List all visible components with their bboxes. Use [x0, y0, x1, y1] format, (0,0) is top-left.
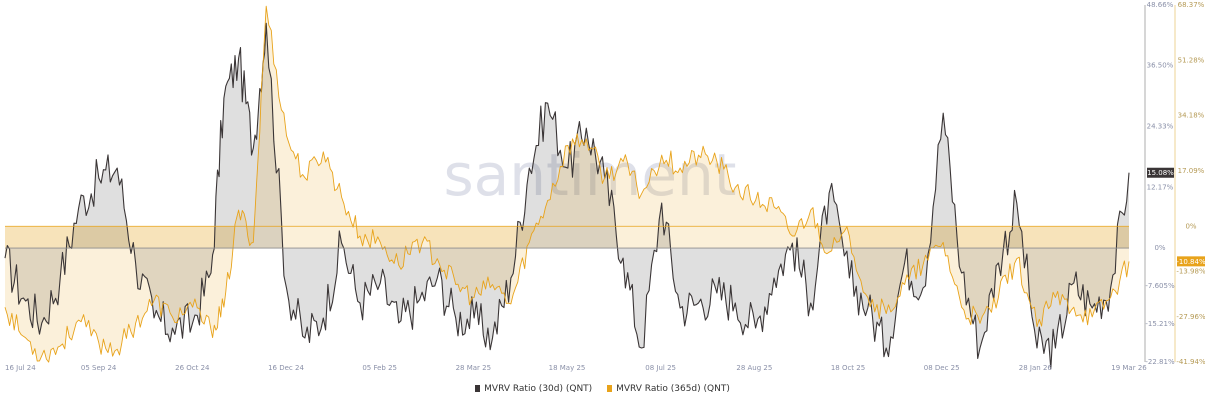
right-axis-tick-label: 17.09% — [1178, 167, 1205, 175]
x-tick-label: 16 Jul 24 — [5, 364, 36, 372]
x-tick-label: 28 Jan 26 — [1019, 364, 1053, 372]
legend-swatch-mvrv-365d — [607, 385, 613, 392]
right-axis-ticks: 68.37% 51.28% 34.18% 17.09% 0% -13.98% -27.96%… — [1176, 1, 1205, 366]
x-tick-label: 08 Jul 25 — [645, 364, 676, 372]
right-axis-tick-label: -41.94% — [1176, 358, 1205, 366]
left-axis-tick-label: 24.33% — [1147, 123, 1174, 131]
x-tick-label: 28 Mar 25 — [456, 364, 491, 372]
series-line-mvrv-30d — [4, 22, 1130, 370]
legend-item-mvrv-365d[interactable]: MVRV Ratio (365d) (QNT) — [607, 384, 730, 394]
left-axis-tick-label: -22.81% — [1145, 358, 1175, 366]
x-tick-label: 28 Aug 25 — [736, 364, 772, 372]
axes — [5, 5, 1176, 362]
right-axis-tick-label: 51.28% — [1178, 56, 1205, 64]
legend: MVRV Ratio (30d) (QNT) MVRV Ratio (365d)… — [0, 384, 1205, 394]
x-tick-label: 08 Dec 25 — [924, 364, 960, 372]
badge-mvrv-30d — [1147, 167, 1174, 178]
left-axis-tick-label: -7.605% — [1145, 282, 1175, 290]
series-lines — [4, 5, 1130, 370]
badge-mvrv-30d-label: 15.08% — [1147, 169, 1174, 177]
badge-mvrv-365d — [1177, 256, 1205, 267]
left-axis-tick-label: 12.17% — [1147, 183, 1174, 191]
right-axis-tick-label: -13.98% — [1176, 268, 1205, 276]
left-axis-tick-label: 36.50% — [1147, 62, 1174, 70]
series-line-mvrv-365d — [4, 5, 1130, 363]
x-tick-label: 26 Oct 24 — [175, 364, 210, 372]
x-tick-label: 18 May 25 — [549, 364, 586, 372]
left-axis-ticks: 48.66% 36.50% 24.33% 12.17% 0% -7.605% -15.21%… — [1145, 1, 1175, 366]
right-axis-tick-label: 0% — [1185, 222, 1196, 230]
x-tick-label: 18 Oct 25 — [831, 364, 865, 372]
x-tick-label: 05 Feb 25 — [362, 364, 397, 372]
legend-item-mvrv-30d[interactable]: MVRV Ratio (30d) (QNT) — [475, 384, 592, 394]
x-tick-label: 16 Dec 24 — [268, 364, 304, 372]
series-area-mvrv-365d — [5, 6, 1129, 363]
right-axis-tick-label: 68.37% — [1178, 1, 1205, 9]
current-value-badges: 15.08% -10.84% — [1147, 167, 1205, 267]
left-axis-tick-label: -15.21% — [1145, 320, 1175, 328]
right-axis-tick-label: -27.96% — [1176, 313, 1205, 321]
x-axis-ticks: 16 Jul 24 05 Sep 24 26 Oct 24 16 Dec 24 05 F… — [5, 364, 1147, 372]
legend-label-mvrv-365d: MVRV Ratio (365d) (QNT) — [616, 384, 730, 394]
series-area-mvrv-30d — [5, 23, 1129, 369]
right-axis-tick-label: 34.18% — [1178, 112, 1205, 120]
legend-swatch-mvrv-30d — [475, 385, 481, 392]
left-axis-tick-label: 48.66% — [1147, 1, 1174, 9]
left-axis-tick-label: 0% — [1154, 244, 1165, 252]
x-tick-label: 19 Mar 26 — [1111, 364, 1147, 372]
series-areas — [5, 6, 1129, 369]
x-tick-label: 05 Sep 24 — [81, 364, 117, 372]
badge-mvrv-365d-label: -10.84% — [1176, 258, 1205, 266]
legend-label-mvrv-30d: MVRV Ratio (30d) (QNT) — [484, 384, 593, 394]
